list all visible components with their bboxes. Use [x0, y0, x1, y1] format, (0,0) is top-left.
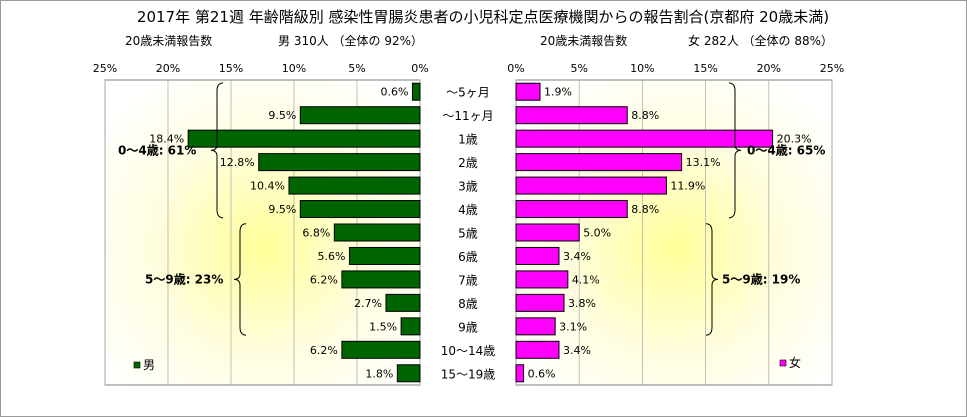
- male-value-label: 12.8%: [220, 156, 255, 169]
- category-label: 1歳: [458, 133, 478, 147]
- male-group-label: 0～4歳: 61%: [118, 142, 196, 157]
- male-tick-label: 25%: [93, 62, 117, 75]
- category-label: ～5ヶ月: [446, 86, 490, 100]
- male-value-label: 6.2%: [310, 273, 338, 286]
- male-tick-label: 0%: [411, 62, 428, 75]
- male-bar: [187, 129, 421, 148]
- male-tick-label: 15%: [219, 62, 243, 75]
- category-label: 15～19歳: [441, 367, 496, 381]
- male-bar: [299, 106, 421, 125]
- male-value-label: 1.8%: [365, 367, 393, 380]
- male-bar: [348, 246, 421, 265]
- female-bar: [515, 293, 565, 312]
- female-bar: [515, 176, 667, 195]
- category-label: 8歳: [458, 297, 478, 311]
- male-bar: [396, 364, 421, 383]
- male-value-label: 5.6%: [317, 250, 345, 263]
- female-value-label: 8.8%: [631, 109, 659, 122]
- category-label: 2歳: [458, 156, 478, 170]
- female-bar: [515, 340, 560, 359]
- female-legend-label: 女: [789, 355, 801, 370]
- female-value-label: 5.0%: [583, 227, 611, 240]
- male-tick-label: 5%: [348, 62, 365, 75]
- female-value-label: 8.8%: [631, 203, 659, 216]
- female-bar: [515, 153, 683, 172]
- female-group-bracket: [728, 82, 742, 219]
- chart-title: 2017年 第21週 年齢階級別 感染性胃腸炎患者の小児科定点医療機関からの報告…: [137, 8, 829, 26]
- category-label: 4歳: [458, 203, 478, 217]
- female-header-count-label: 20歳未満報告数: [540, 33, 627, 48]
- male-value-label: 9.5%: [268, 109, 296, 122]
- female-value-label: 3.4%: [563, 344, 591, 357]
- category-label: ～11ヶ月: [442, 109, 493, 123]
- female-tick-label: 5%: [570, 62, 587, 75]
- female-tick-label: 25%: [820, 62, 844, 75]
- female-tick-label: 20%: [757, 62, 781, 75]
- female-value-label: 3.1%: [559, 320, 587, 333]
- female-value-label: 11.9%: [670, 180, 705, 193]
- male-group-label: 5～9歳: 23%: [145, 271, 223, 286]
- female-legend-swatch: [779, 359, 787, 367]
- female-value-label: 3.8%: [568, 297, 596, 310]
- male-bar: [400, 317, 421, 336]
- category-label: 6歳: [458, 250, 478, 264]
- male-bar: [341, 340, 421, 359]
- male-bar: [411, 82, 421, 101]
- male-bar: [288, 176, 421, 195]
- female-bar: [515, 246, 560, 265]
- male-value-label: 1.5%: [369, 320, 397, 333]
- male-value-label: 9.5%: [268, 203, 296, 216]
- male-value-label: 18.4%: [149, 133, 184, 146]
- female-value-label: 3.4%: [563, 250, 591, 263]
- female-tick-label: 0%: [507, 62, 524, 75]
- male-bar: [385, 293, 421, 312]
- category-label: 9歳: [458, 320, 478, 334]
- female-value-label: 1.9%: [544, 86, 572, 99]
- female-group-bracket: [705, 223, 719, 336]
- category-label: 5歳: [458, 227, 478, 241]
- category-label: 10～14歳: [441, 344, 496, 358]
- male-bar: [341, 270, 421, 289]
- male-bar: [333, 223, 421, 242]
- female-value-label: 13.1%: [686, 156, 721, 169]
- male-bar: [299, 200, 421, 219]
- female-bar: [515, 364, 525, 383]
- male-value-label: 0.6%: [380, 86, 408, 99]
- female-tick-label: 15%: [693, 62, 717, 75]
- female-bar: [515, 270, 569, 289]
- male-group-bracket: [233, 223, 247, 336]
- female-bar: [515, 82, 541, 101]
- male-bar: [258, 153, 421, 172]
- female-group-label: 5～9歳: 19%: [722, 271, 800, 286]
- male-value-label: 6.2%: [310, 344, 338, 357]
- category-label: 3歳: [458, 180, 478, 194]
- female-group-label: 0～4歳: 65%: [747, 142, 825, 157]
- male-header-total: 男 310人 （全体の 92%）: [278, 33, 423, 48]
- male-header-count-label: 20歳未満報告数: [125, 33, 212, 48]
- male-tick-label: 20%: [156, 62, 180, 75]
- female-bar: [515, 317, 556, 336]
- female-value-label: 20.3%: [777, 133, 812, 146]
- male-value-label: 2.7%: [354, 297, 382, 310]
- male-tick-label: 10%: [282, 62, 306, 75]
- female-bar: [515, 129, 774, 148]
- female-value-label: 0.6%: [528, 367, 556, 380]
- male-value-label: 6.8%: [302, 227, 330, 240]
- male-legend-swatch: [133, 361, 141, 369]
- female-header-total: 女 282人 （全体の 88%）: [688, 33, 833, 48]
- female-tick-label: 10%: [630, 62, 654, 75]
- female-bar: [515, 106, 628, 125]
- female-value-label: 4.1%: [572, 273, 600, 286]
- category-label: 7歳: [458, 273, 478, 287]
- male-legend-label: 男: [143, 358, 155, 372]
- male-value-label: 10.4%: [250, 180, 285, 193]
- female-bar: [515, 223, 580, 242]
- female-bar: [515, 200, 628, 219]
- male-group-bracket: [210, 82, 224, 219]
